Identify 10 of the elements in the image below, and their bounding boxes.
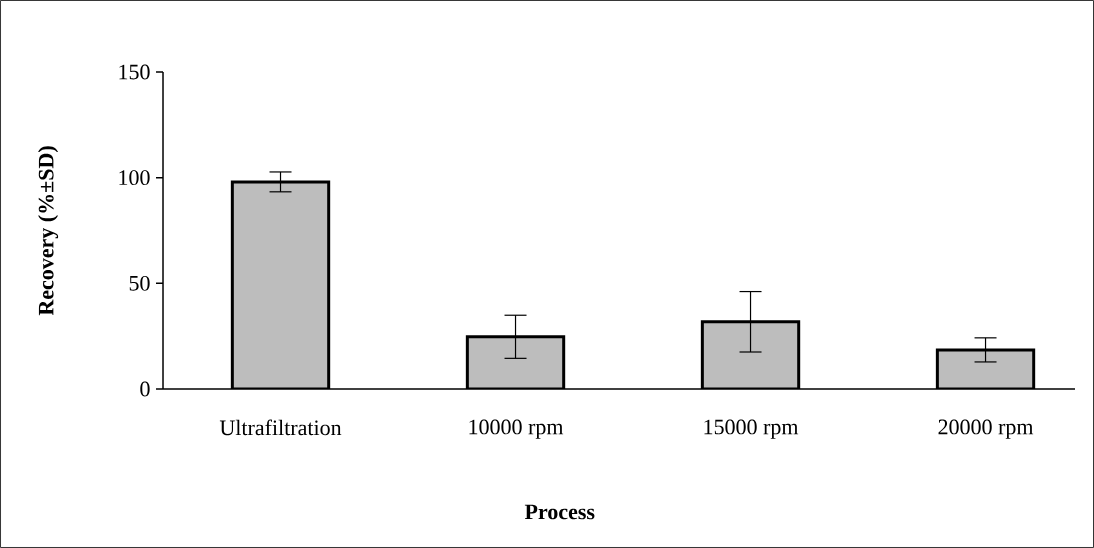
x-tick-label: Ultrafiltration bbox=[219, 419, 342, 436]
y-tick-label: 100 bbox=[119, 170, 150, 186]
x-axis-title: Process bbox=[524, 504, 595, 520]
y-tick-label: 150 bbox=[119, 64, 150, 80]
y-tick-label: 0 bbox=[140, 381, 150, 397]
x-tick-label: 15000 rpm bbox=[704, 419, 799, 439]
x-tick-label: 10000 rpm bbox=[469, 419, 564, 439]
y-tick-label: 50 bbox=[129, 275, 150, 291]
x-tick-label: 20000 rpm bbox=[938, 419, 1034, 439]
y-axis-title: Recovery (%±SD) bbox=[38, 146, 59, 316]
